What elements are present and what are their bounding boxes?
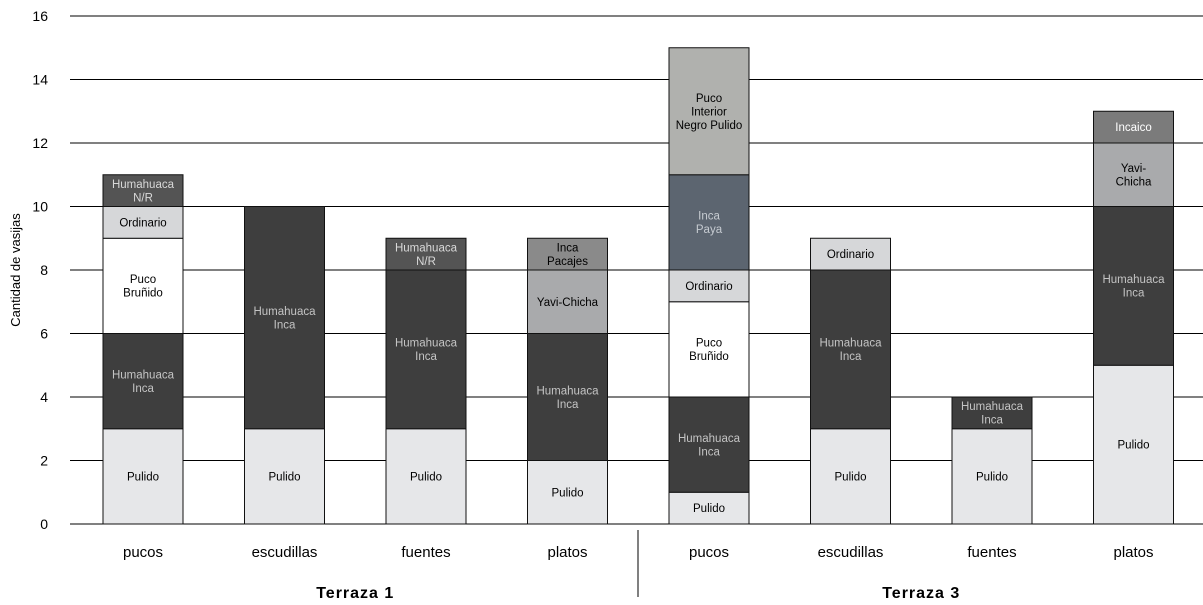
bar-segment	[527, 460, 608, 525]
segment-label: Puco Bruñido	[689, 338, 729, 364]
segment-label: Humahuaca N/R	[112, 179, 175, 205]
category-labels: pucos escudillas fuentes platos pucos escudil…	[123, 544, 1154, 561]
y-axis-label: Cantidad de vasijas	[8, 213, 23, 327]
segment-label: Humahuaca Inca	[112, 369, 175, 395]
y-tick-label: 12	[32, 135, 48, 151]
y-tick-label: 2	[40, 453, 48, 469]
category-label: escudillas	[818, 544, 884, 561]
category-label: pucos	[689, 544, 729, 561]
bar-segment	[102, 174, 184, 207]
bar-segment	[810, 237, 891, 271]
segment-label: Pulido	[693, 503, 725, 515]
segment-label: Pulido	[410, 471, 442, 483]
bar-segment	[385, 237, 467, 271]
segment-label: Inca Pacajes	[547, 242, 588, 268]
group-labels: Terraza 1 Terraza 3	[316, 585, 960, 602]
segment-label: Ordinario	[685, 281, 732, 293]
bar-segment	[102, 333, 184, 430]
segment-label: Yavi-Chicha	[1116, 163, 1152, 189]
bar-segment	[1093, 206, 1174, 366]
bar-segment	[527, 269, 608, 334]
segment-label: Humahuaca Inca	[536, 385, 599, 411]
segment-label: Pulido	[976, 471, 1008, 483]
bar-segment	[1093, 364, 1174, 525]
segment-label: Pulido	[269, 471, 301, 483]
bars: Pulido Humahuaca Inca Puco Bruñido Ordinario H…	[102, 47, 1174, 525]
bar-segment	[385, 269, 467, 430]
bar-segment	[1093, 142, 1174, 207]
category-label: fuentes	[401, 544, 450, 561]
bar-segment	[385, 428, 467, 525]
category-label: escudillas	[252, 544, 318, 561]
segment-label: Ordinario	[119, 217, 166, 229]
bar-segment	[102, 206, 184, 239]
bar-segment	[668, 491, 750, 525]
bar-segment	[951, 396, 1033, 430]
y-tick-label: 10	[32, 199, 48, 215]
bar-segment	[102, 237, 184, 334]
bar-segment	[1093, 110, 1174, 144]
segment-label: Humahuaca N/R	[395, 242, 458, 268]
bar-segment	[244, 428, 325, 525]
gridlines	[70, 15, 1203, 525]
segment-label: Yavi-Chicha	[537, 297, 599, 309]
segment-label: Inca Paya	[696, 211, 723, 237]
group-label: Terraza 3	[882, 585, 960, 602]
y-tick-label: 14	[32, 72, 48, 88]
segment-label: Ordinario	[827, 249, 874, 261]
bar-segment	[102, 428, 184, 525]
segment-label: Pulido	[1118, 440, 1150, 452]
y-axis-ticks: 0 2 4 6 8 10 12 14 16	[32, 8, 48, 532]
segment-label: Pulido	[835, 471, 867, 483]
segment-label: Humahuaca Inca	[395, 338, 458, 364]
y-tick-label: 16	[32, 8, 48, 24]
bar-segment	[668, 269, 750, 303]
y-tick-label: 6	[40, 326, 48, 342]
category-label: platos	[547, 544, 587, 561]
segment-label: Humahuaca Inca	[819, 338, 882, 364]
segment-label: Humahuaca Inca	[1102, 274, 1165, 300]
segment-label: Humahuaca Inca	[253, 306, 316, 332]
group-label: Terraza 1	[316, 585, 394, 602]
y-tick-label: 0	[40, 516, 48, 532]
y-tick-label: 4	[40, 389, 48, 405]
segment-label: Puco Bruñido	[123, 274, 163, 300]
segment-label: Puco Interior Negro Pulido	[676, 93, 742, 132]
bar-segment	[527, 333, 608, 461]
category-label: fuentes	[967, 544, 1016, 561]
bar-segment	[527, 237, 608, 271]
bar-segment	[244, 206, 325, 430]
category-label: pucos	[123, 544, 163, 561]
category-label: platos	[1113, 544, 1153, 561]
segment-label: Humahuaca Inca	[961, 401, 1024, 427]
bar-segment	[951, 428, 1033, 525]
segment-label: Humahuaca Inca	[678, 433, 741, 459]
segment-label: Incaico	[1115, 122, 1151, 134]
bar-segment	[668, 47, 750, 176]
segment-label: Pulido	[552, 487, 584, 499]
bar-segment	[668, 174, 750, 271]
bar-segment	[668, 301, 750, 398]
segment-label: Pulido	[127, 471, 159, 483]
y-tick-label: 8	[40, 262, 48, 278]
